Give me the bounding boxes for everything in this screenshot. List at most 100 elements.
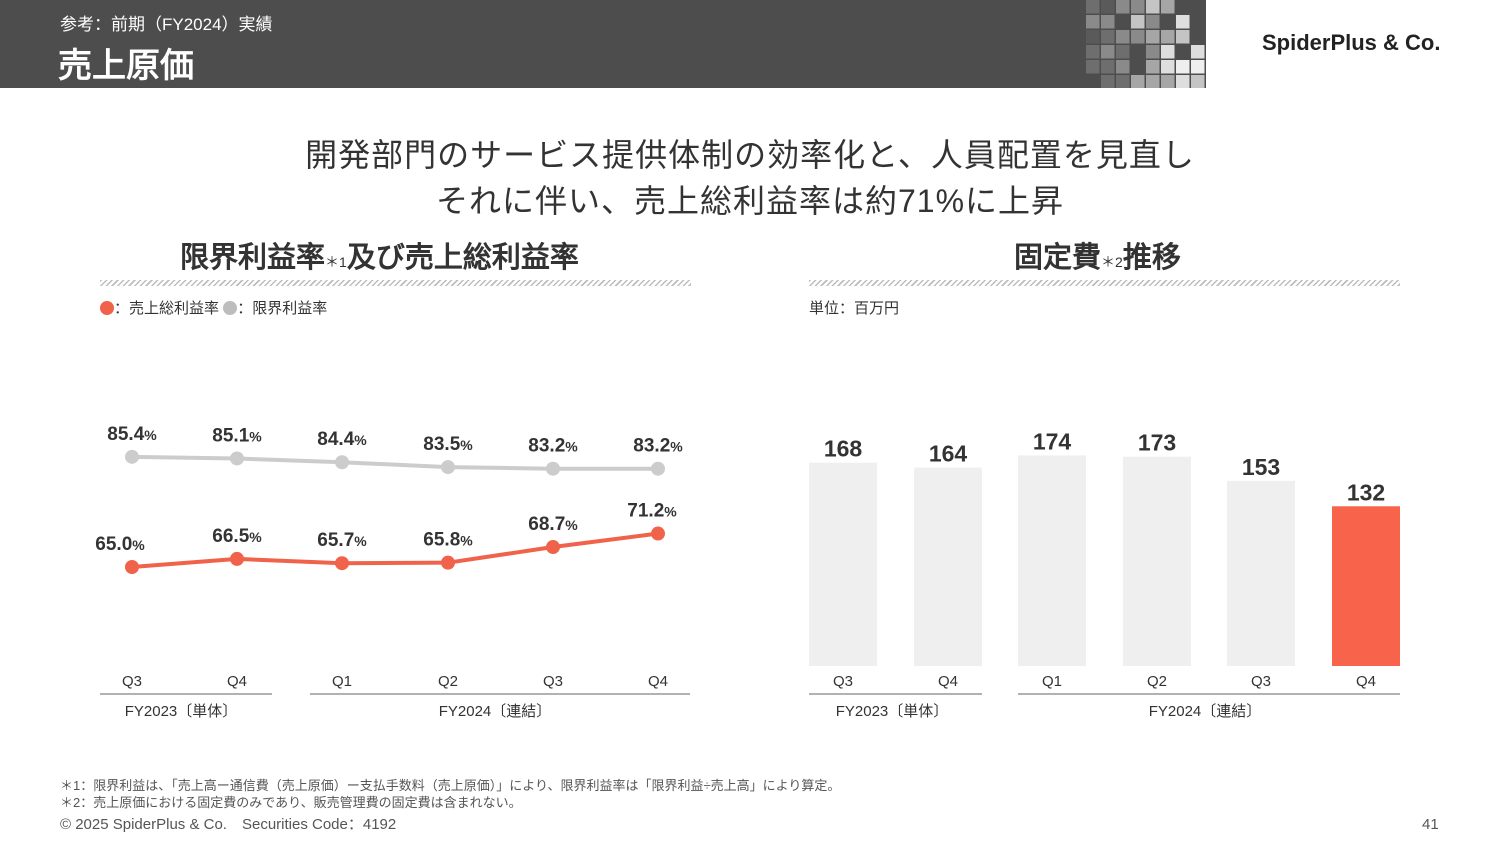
marginal-rate-point	[546, 461, 560, 476]
x-tick-label: Q3	[543, 673, 563, 690]
x-tick-label: Q2	[438, 673, 458, 690]
gross-margin-point	[125, 560, 139, 574]
left-title-main: 限界利益率	[180, 242, 326, 274]
mosaic-tile	[1116, 30, 1130, 44]
bar-value-label: 174	[1033, 428, 1072, 454]
mosaic-tile	[1161, 30, 1175, 44]
marginal-rate-label: 83.5%	[423, 434, 473, 455]
mosaic-tile	[1116, 75, 1130, 88]
group-label-fy2024: FY2024〔連結〕	[439, 703, 552, 720]
mosaic-tile	[1086, 0, 1100, 14]
right-title-main: 固定費	[1014, 242, 1102, 274]
x-tick-label: Q1	[1042, 673, 1062, 690]
mosaic-tile	[1161, 0, 1175, 14]
group-label-fy2023: FY2023〔単体〕	[125, 703, 238, 720]
company-logo: SpiderPlus & Co.	[1262, 30, 1441, 55]
mosaic-tile	[1101, 60, 1115, 74]
left-title-note: ＊1	[325, 254, 347, 270]
mosaic-tile	[1131, 30, 1145, 44]
bar-value-label: 164	[929, 441, 968, 467]
x-tick-label: Q3	[122, 673, 142, 690]
mosaic-tile	[1191, 60, 1205, 74]
marginal-rate-point	[230, 451, 244, 466]
gross-margin-label: 66.5%	[212, 526, 262, 547]
gross-margin-point	[335, 556, 349, 571]
mosaic-tile	[1086, 15, 1100, 29]
mosaic-tile	[1176, 15, 1190, 29]
marginal-legend-label: ：限界利益率	[237, 300, 328, 317]
bar	[809, 462, 877, 666]
marginal-rate-point	[651, 461, 665, 476]
mosaic-tile	[1176, 75, 1190, 88]
group-label-fy2024: FY2024〔連結〕	[1149, 703, 1262, 720]
bar-value-label: 168	[824, 436, 863, 462]
margin-line-chart: 85.4% 85.1% 84.4% 83.5% 83.2% 83.2% 65.0% 66.5%…	[95, 424, 690, 720]
left-hatch-divider	[100, 280, 691, 286]
mosaic-tile	[1131, 0, 1145, 14]
marginal-rate-point	[125, 449, 139, 464]
gross-margin-point	[546, 540, 560, 555]
page-number: 41	[1422, 816, 1439, 833]
logo-area	[1206, 0, 1500, 88]
mosaic-tile	[1176, 60, 1190, 74]
right-hatch-divider	[809, 280, 1400, 286]
mosaic-tile	[1161, 75, 1175, 88]
x-tick-label: Q3	[1251, 673, 1271, 690]
page-title: 売上原価	[58, 47, 194, 85]
bar	[1332, 506, 1400, 666]
headline-line-2: それに伴い、売上総利益率は約71%に上昇	[435, 183, 1065, 219]
mosaic-tile	[1101, 30, 1115, 44]
footnote-2: ＊2：売上原価における固定費のみであり、販売管理費の固定費は含まれない。	[60, 795, 522, 810]
marginal-rate-point	[335, 455, 349, 470]
mosaic-tile	[1116, 60, 1130, 74]
gross-margin-point	[651, 526, 665, 541]
bar	[1018, 455, 1086, 666]
mosaic-tile	[1086, 45, 1100, 59]
right-title-note: ＊2	[1101, 254, 1123, 270]
gross-margin-label: 65.0%	[95, 534, 145, 555]
unit-label: 単位：百万円	[809, 300, 900, 317]
bar-value-label: 132	[1347, 479, 1385, 505]
chart-legend: ：売上総利益率 ：限界利益率	[100, 297, 327, 318]
mosaic-tile	[1146, 45, 1160, 59]
marginal-rate-point	[441, 460, 455, 475]
bar-value-label: 153	[1242, 454, 1280, 480]
gross-margin-label: 68.7%	[528, 514, 578, 535]
gross-margin-label: 71.2%	[627, 501, 677, 522]
mosaic-tile	[1116, 45, 1130, 59]
mosaic-tile	[1101, 45, 1115, 59]
gross-margin-legend-dot	[100, 301, 114, 315]
marginal-rate-label: 85.4%	[107, 424, 157, 445]
mosaic-tile	[1191, 75, 1205, 88]
gross-margin-label: 65.8%	[423, 530, 473, 551]
mosaic-tile	[1146, 0, 1160, 14]
footnote-1: ＊1：限界利益は、「売上高ー通信費（売上原価）ー支払手数料（売上原価）」により、…	[60, 778, 841, 793]
mosaic-tile	[1101, 15, 1115, 29]
right-title-rest: 推移	[1122, 242, 1181, 274]
marginal-rate-label: 83.2%	[528, 436, 578, 457]
x-tick-label: Q4	[1356, 673, 1376, 690]
x-tick-label: Q2	[1147, 673, 1167, 690]
mosaic-tile	[1161, 45, 1175, 59]
mosaic-tile	[1101, 75, 1115, 88]
gross-margin-legend-label: ：売上総利益率	[114, 300, 220, 317]
gross-margin-label: 65.7%	[317, 530, 367, 551]
mosaic-tile	[1086, 30, 1100, 44]
copyright: © 2025 SpiderPlus & Co. Securities Code：…	[60, 816, 397, 833]
mosaic-tile	[1116, 0, 1130, 14]
mosaic-tile	[1086, 60, 1100, 74]
bar	[1227, 480, 1295, 666]
marginal-rate-label: 83.2%	[633, 436, 683, 457]
x-tick-label: Q4	[938, 673, 958, 690]
mosaic-tile	[1146, 30, 1160, 44]
marginal-rate-label: 85.1%	[212, 425, 262, 446]
bar	[914, 467, 982, 666]
x-tick-label: Q1	[332, 673, 352, 690]
left-section-title: 限界利益率＊1及び売上総利益率	[180, 234, 579, 276]
decorative-mosaic	[1086, 0, 1205, 88]
mosaic-tile	[1101, 0, 1115, 14]
header-subtitle: 参考：前期（FY2024）実績	[60, 15, 273, 34]
mosaic-tile	[1191, 45, 1205, 59]
x-tick-label: Q4	[227, 673, 247, 690]
mosaic-tile	[1131, 15, 1145, 29]
